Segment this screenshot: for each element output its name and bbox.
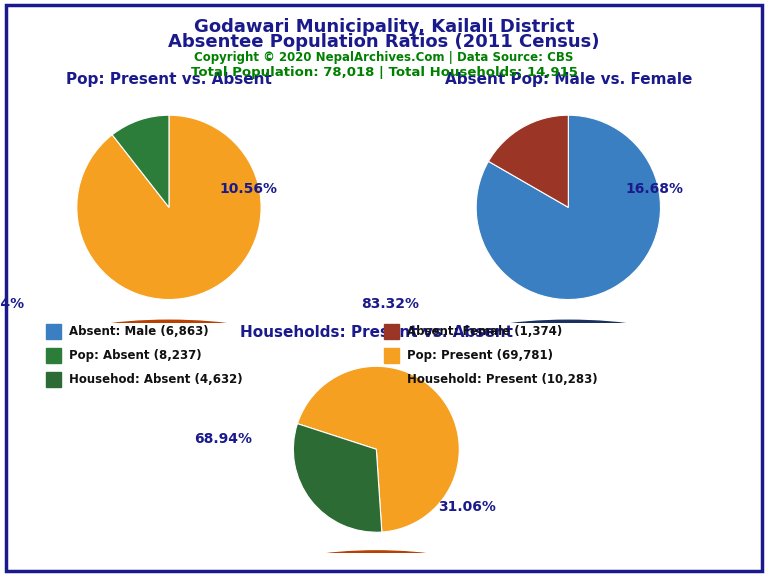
Text: 10.56%: 10.56% xyxy=(220,182,278,196)
Wedge shape xyxy=(77,115,261,300)
Text: 83.32%: 83.32% xyxy=(361,297,419,311)
Wedge shape xyxy=(476,115,660,300)
Text: Househod: Absent (4,632): Househod: Absent (4,632) xyxy=(69,373,243,386)
Text: Total Population: 78,018 | Total Households: 14,915: Total Population: 78,018 | Total Househo… xyxy=(190,66,578,79)
Ellipse shape xyxy=(281,551,472,576)
Text: 16.68%: 16.68% xyxy=(626,182,684,196)
Text: Absent: Female (1,374): Absent: Female (1,374) xyxy=(407,325,562,338)
Ellipse shape xyxy=(462,320,674,362)
Text: Household: Present (10,283): Household: Present (10,283) xyxy=(407,373,598,386)
Wedge shape xyxy=(293,424,382,532)
Title: Households: Present vs. Absent: Households: Present vs. Absent xyxy=(240,325,513,340)
Text: Pop: Absent (8,237): Pop: Absent (8,237) xyxy=(69,349,202,362)
Text: Absent: Male (6,863): Absent: Male (6,863) xyxy=(69,325,209,338)
Wedge shape xyxy=(112,115,169,207)
Text: 31.06%: 31.06% xyxy=(439,501,496,514)
Text: 68.94%: 68.94% xyxy=(194,432,252,446)
Text: Absentee Population Ratios (2011 Census): Absentee Population Ratios (2011 Census) xyxy=(168,33,600,51)
Text: Copyright © 2020 NepalArchives.Com | Data Source: CBS: Copyright © 2020 NepalArchives.Com | Dat… xyxy=(194,51,574,64)
Title: Absent Pop: Male vs. Female: Absent Pop: Male vs. Female xyxy=(445,72,692,87)
Wedge shape xyxy=(488,115,568,207)
Text: Pop: Present (69,781): Pop: Present (69,781) xyxy=(407,349,553,362)
Ellipse shape xyxy=(63,320,275,362)
Title: Pop: Present vs. Absent: Pop: Present vs. Absent xyxy=(66,72,272,87)
Text: 89.44%: 89.44% xyxy=(0,297,25,311)
Wedge shape xyxy=(297,366,459,532)
Text: Godawari Municipality, Kailali District: Godawari Municipality, Kailali District xyxy=(194,18,574,36)
